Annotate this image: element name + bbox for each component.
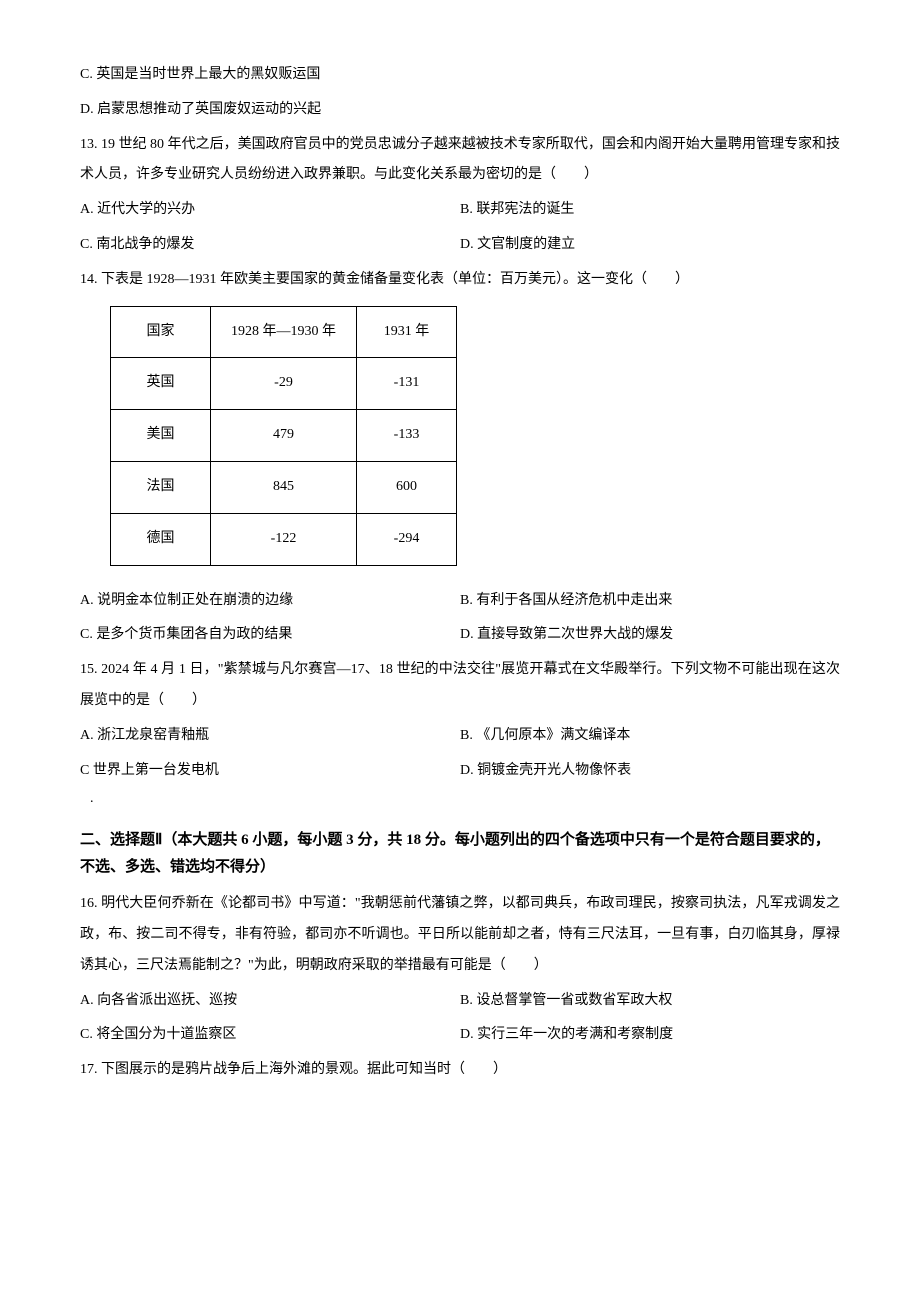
table-cell: -294: [357, 513, 457, 565]
q16-option-c: C. 将全国分为十道监察区: [80, 1020, 460, 1051]
q12-option-c: C. 英国是当时世界上最大的黑奴贩运国: [80, 60, 840, 91]
q16-option-a: A. 向各省派出巡抚、巡按: [80, 986, 460, 1017]
table-row: 德国 -122 -294: [111, 513, 457, 565]
q15-option-b: B. 《几何原本》满文编译本: [460, 721, 840, 752]
table-cell: 英国: [111, 358, 211, 410]
table-header-cell: 1928 年—1930 年: [211, 306, 357, 358]
table-row: 美国 479 -133: [111, 410, 457, 462]
q15-option-c: C 世界上第一台发电机: [80, 756, 460, 787]
q14-option-a: A. 说明金本位制正处在崩溃的边缘: [80, 586, 460, 617]
q14-option-b: B. 有利于各国从经济危机中走出来: [460, 586, 840, 617]
q15-dot: .: [90, 784, 840, 815]
table-cell: -133: [357, 410, 457, 462]
q16-option-b: B. 设总督掌管一省或数省军政大权: [460, 986, 840, 1017]
table-cell: 法国: [111, 461, 211, 513]
q16-option-d: D. 实行三年一次的考满和考察制度: [460, 1020, 840, 1051]
q12-option-d: D. 启蒙思想推动了英国废奴运动的兴起: [80, 95, 840, 126]
table-cell: 德国: [111, 513, 211, 565]
table-header-cell: 国家: [111, 306, 211, 358]
q13-option-b: B. 联邦宪法的诞生: [460, 195, 840, 226]
q14-text: 14. 下表是 1928—1931 年欧美主要国家的黄金储备量变化表（单位：百万…: [80, 265, 840, 296]
section2-header: 二、选择题Ⅱ（本大题共 6 小题，每小题 3 分，共 18 分。每小题列出的四个…: [80, 827, 840, 881]
table-row: 英国 -29 -131: [111, 358, 457, 410]
table-cell: 美国: [111, 410, 211, 462]
q13-text: 13. 19 世纪 80 年代之后，美国政府官员中的党员忠诚分子越来越被技术专家…: [80, 130, 840, 192]
table-header-cell: 1931 年: [357, 306, 457, 358]
table-cell: 479: [211, 410, 357, 462]
q13-option-d: D. 文官制度的建立: [460, 230, 840, 261]
q14-option-c: C. 是多个货币集团各自为政的结果: [80, 620, 460, 651]
table-row: 法国 845 600: [111, 461, 457, 513]
q15-option-d: D. 铜镀金壳开光人物像怀表: [460, 756, 840, 787]
q14-option-d: D. 直接导致第二次世界大战的爆发: [460, 620, 840, 651]
q15-text: 15. 2024 年 4 月 1 日，"紫禁城与凡尔赛宫—17、18 世纪的中法…: [80, 655, 840, 717]
table-cell: 845: [211, 461, 357, 513]
q17-text: 17. 下图展示的是鸦片战争后上海外滩的景观。据此可知当时（ ）: [80, 1055, 840, 1086]
q14-table: 国家 1928 年—1930 年 1931 年 英国 -29 -131 美国 4…: [110, 306, 457, 566]
table-cell: -131: [357, 358, 457, 410]
table-header-row: 国家 1928 年—1930 年 1931 年: [111, 306, 457, 358]
table-cell: 600: [357, 461, 457, 513]
q13-option-a: A. 近代大学的兴办: [80, 195, 460, 226]
table-cell: -29: [211, 358, 357, 410]
q15-option-a: A. 浙江龙泉窑青釉瓶: [80, 721, 460, 752]
table-cell: -122: [211, 513, 357, 565]
q13-option-c: C. 南北战争的爆发: [80, 230, 460, 261]
q16-text: 16. 明代大臣何乔新在《论都司书》中写道："我朝惩前代藩镇之弊，以都司典兵，布…: [80, 889, 840, 981]
